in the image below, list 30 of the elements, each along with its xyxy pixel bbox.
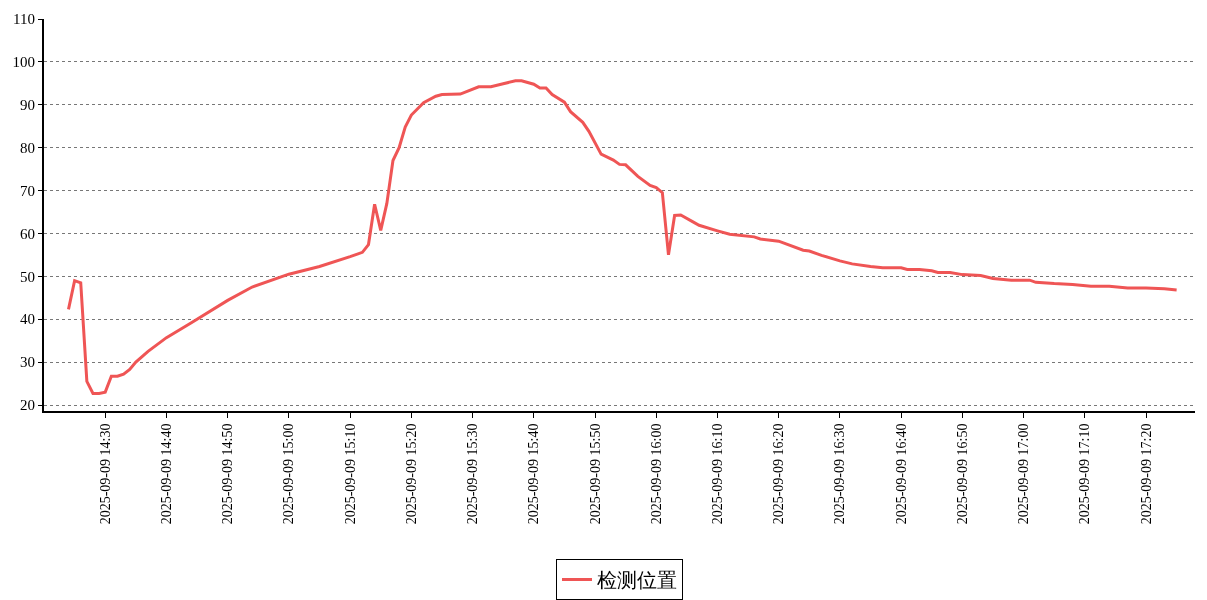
- legend-label: 检测位置: [597, 569, 677, 592]
- x-tick-label: 2025-09-09 14:40: [159, 423, 174, 525]
- y-tick-label: 20: [20, 397, 35, 414]
- y-tick-label: 110: [13, 11, 35, 28]
- x-tick-label: 2025-09-09 16:50: [954, 423, 970, 525]
- x-tick-label: 2025-09-09 17:20: [1138, 423, 1154, 525]
- x-tick-label: 2025-09-09 16:40: [893, 423, 909, 525]
- y-tick-label: 80: [20, 139, 35, 156]
- y-tick-label: 90: [20, 97, 35, 114]
- y-tick-label: 60: [20, 225, 35, 242]
- x-tick-label: 2025-09-09 16:30: [832, 423, 848, 525]
- y-tick-label: 30: [20, 354, 35, 371]
- x-tick-label: 2025-09-09 15:00: [281, 423, 297, 525]
- y-tick-label: 100: [12, 54, 35, 71]
- x-tick-label: 2025-09-09 16:00: [648, 423, 664, 525]
- y-tick-label: 70: [20, 182, 35, 199]
- x-tick-label: 2025-09-09 15:10: [342, 423, 358, 525]
- x-tick-label: 2025-09-09 15:30: [465, 423, 481, 525]
- x-tick-label: 2025-09-09 14:50: [220, 423, 236, 525]
- x-tick-label: 2025-09-09 15:40: [526, 423, 542, 525]
- y-tick-label: 40: [20, 311, 35, 328]
- x-tick-label: 2025-09-09 17:00: [1016, 423, 1032, 525]
- x-tick-label: 2025-09-09 16:10: [710, 423, 726, 525]
- x-tick-label: 2025-09-09 15:50: [587, 423, 603, 525]
- x-tick-label: 2025-09-09 14:30: [97, 423, 113, 525]
- line-series: [66, 79, 1179, 395]
- x-tick-label: 2025-09-09 16:20: [771, 423, 787, 525]
- x-tick-label: 2025-09-09 17:10: [1077, 423, 1093, 525]
- x-tick-label: 2025-09-09 15:20: [403, 423, 419, 525]
- y-tick-label: 50: [20, 268, 35, 285]
